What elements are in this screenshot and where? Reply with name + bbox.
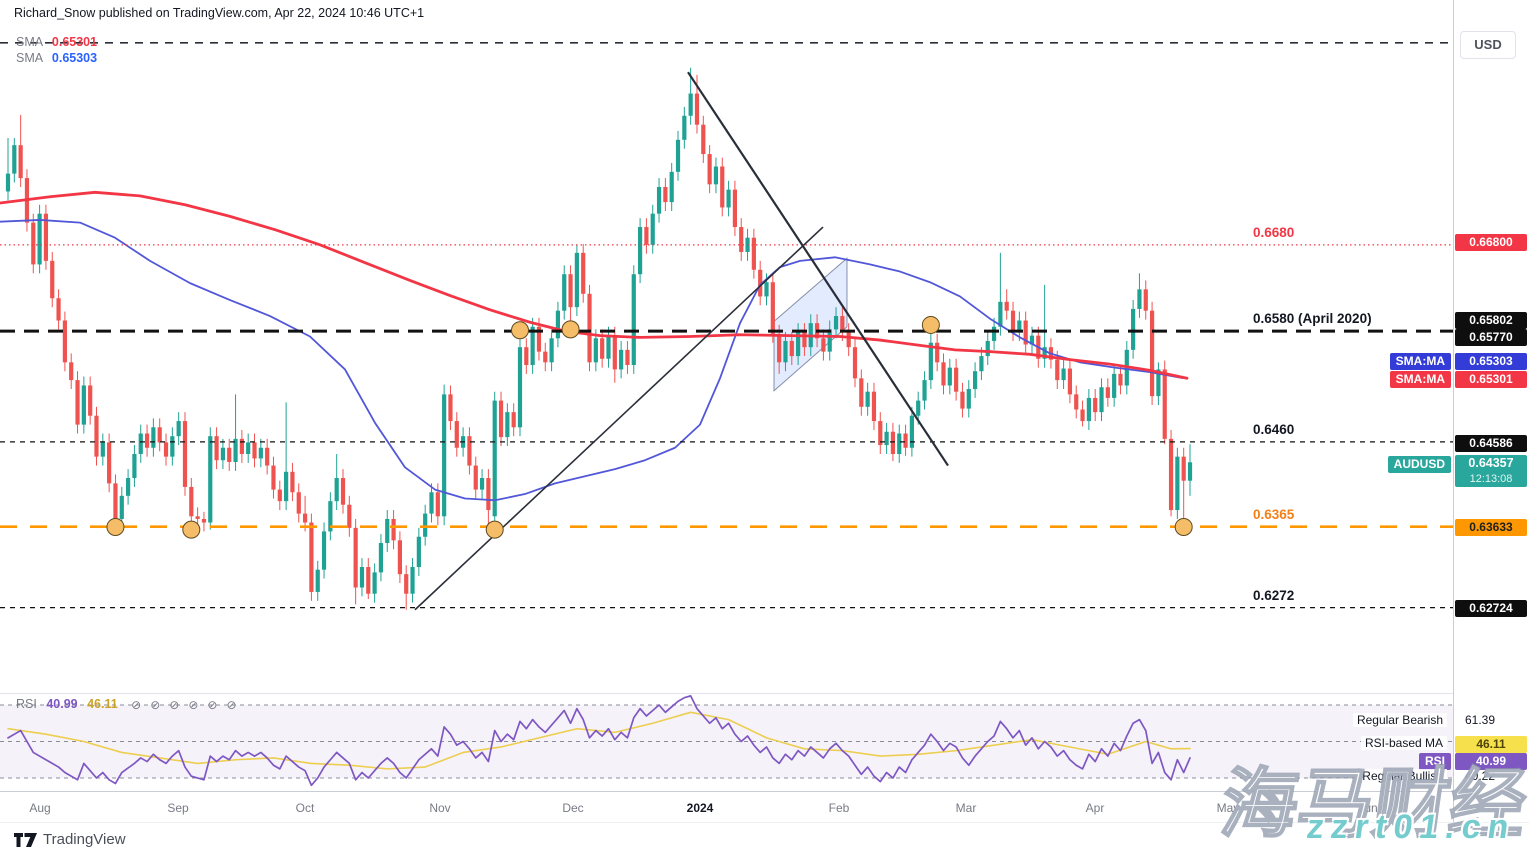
currency-toggle-button[interactable]: USD	[1460, 31, 1516, 59]
price-badge-65802: 0.65802	[1455, 312, 1527, 329]
time-axis-label: 2024	[687, 801, 714, 815]
symbol-scale-label: AUDUSD	[1387, 456, 1451, 473]
sma-blue-scale-value: 0.65303	[1455, 353, 1527, 370]
sma-red-scale-label: SMA:MA	[1389, 371, 1451, 388]
level-label: 0.6272	[1253, 587, 1295, 603]
tradingview-logo[interactable]: TradingView	[14, 831, 126, 848]
sma-legend-row-1[interactable]: SMA 0.65301	[16, 35, 97, 49]
price-badge-64586: 0.64586	[1455, 435, 1527, 452]
regular-bullish-value: 40.22	[1465, 769, 1496, 783]
time-axis-label: May	[1217, 801, 1240, 815]
regular-bearish-value: 61.39	[1465, 713, 1496, 727]
sma-blue-scale-label: SMA:MA	[1389, 353, 1451, 370]
sma-blue-value: 0.65303	[51, 51, 98, 65]
sma-legend-label: SMA	[16, 35, 43, 49]
price-badge-62724: 0.62724	[1455, 600, 1527, 617]
time-axis-label: Nov	[429, 801, 450, 815]
sma-legend-row-2[interactable]: SMA 0.65303	[16, 51, 97, 65]
rsi-legend-row[interactable]: RSI 40.99 46.11 ⊘⊘⊘⊘⊘⊘	[16, 697, 246, 712]
level-label: 0.6460	[1253, 421, 1295, 437]
publish-title: Richard_Snow published on TradingView.co…	[14, 6, 425, 20]
price-badge-6680: 0.66800	[1455, 234, 1527, 251]
watermark-url: zzrt01.cn	[1303, 808, 1518, 846]
rsi-legend-label: RSI	[16, 697, 37, 711]
time-axis-label: Feb	[829, 801, 850, 815]
time-axis-label: Sep	[167, 801, 189, 815]
last-price-value: 0.64357	[1468, 456, 1514, 470]
indicator-action-icons[interactable]: ⊘⊘⊘⊘⊘⊘	[131, 698, 246, 712]
time-axis-label: Dec	[562, 801, 583, 815]
last-price-badge: 0.64357 12:13:08	[1455, 455, 1527, 487]
price-badge-65770: 0.65770	[1455, 329, 1527, 346]
time-axis-label: Apr	[1086, 801, 1105, 815]
price-badge-63633: 0.63633	[1455, 519, 1527, 536]
price-scale[interactable]	[1454, 0, 1529, 822]
sma-red-scale-value: 0.65301	[1455, 371, 1527, 388]
time-axis-label: Mar	[956, 801, 977, 815]
time-axis-label: Aug	[29, 801, 50, 815]
tradingview-logo-text: TradingView	[43, 831, 126, 848]
rsi-ma-legend-value: 46.11	[87, 697, 118, 711]
sma-legend-label: SMA	[16, 51, 43, 65]
level-label: 0.6680	[1253, 224, 1295, 240]
level-label: 0.6580 (April 2020)	[1253, 311, 1372, 327]
bar-countdown: 12:13:08	[1469, 473, 1513, 485]
rsi-scale-label: RSI	[1418, 753, 1451, 770]
rsi-legend-value: 40.99	[46, 697, 78, 711]
regular-bearish-label: Regular Bearish	[1352, 713, 1447, 727]
time-axis-label: Jun	[1358, 801, 1377, 815]
rsi-scale-value: 40.99	[1455, 753, 1527, 770]
tradingview-logo-icon	[14, 832, 37, 847]
level-label: 0.6365	[1253, 506, 1295, 522]
time-axis-label: Oct	[296, 801, 315, 815]
regular-bullish-label: Regular Bullish	[1358, 769, 1447, 783]
rsi-ma-scale-label: RSI-based MA	[1360, 736, 1447, 750]
rsi-ma-scale-value: 46.11	[1455, 736, 1527, 753]
sma-red-value: 0.65301	[51, 35, 98, 49]
